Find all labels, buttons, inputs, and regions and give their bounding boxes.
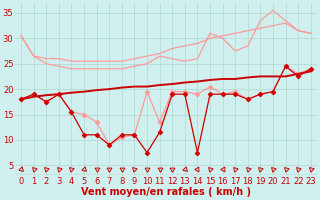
X-axis label: Vent moyen/en rafales ( km/h ): Vent moyen/en rafales ( km/h ): [81, 187, 251, 197]
